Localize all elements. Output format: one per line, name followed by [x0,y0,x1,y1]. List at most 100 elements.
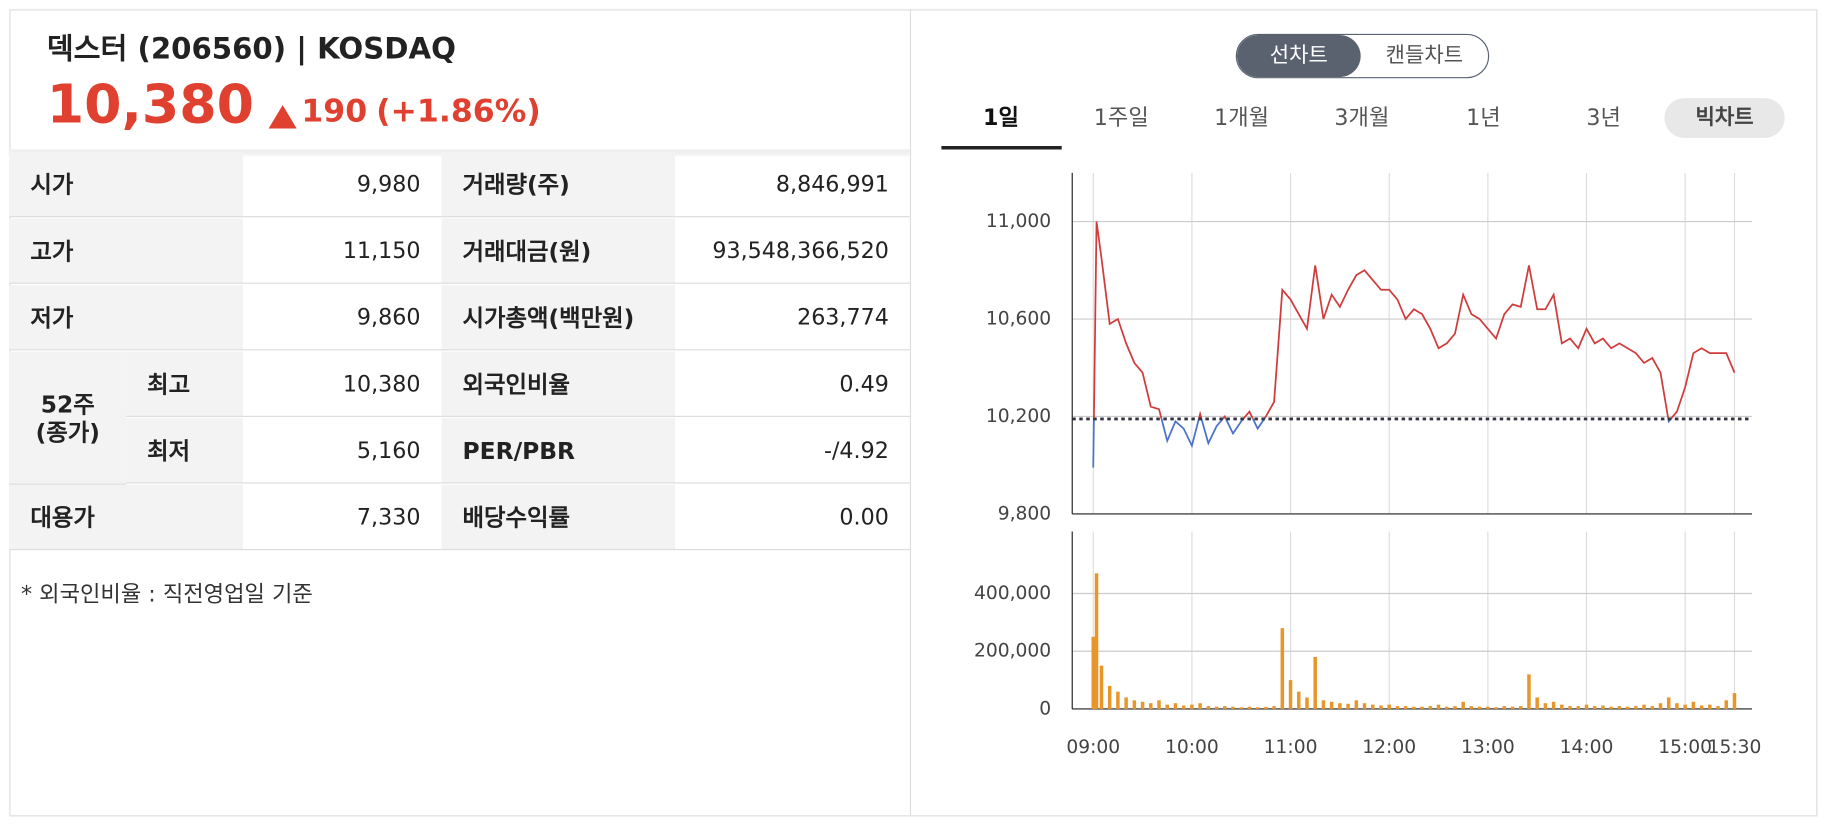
volume-bar [1231,706,1235,709]
note: * 외국인비율 : 직전영업일 기준 [21,581,313,608]
volume-bar [1223,706,1227,709]
header-rule [9,149,910,152]
x-tick-label: 13:00 [1461,737,1515,758]
period-tab[interactable]: 1일 [983,105,1019,131]
stat-value: 9,980 [242,152,442,218]
x-tick-label: 15:30 [1708,737,1762,758]
stat-label: 외국인비율 [441,351,676,417]
volume-bar [1625,706,1630,709]
x-tick-label: 14:00 [1560,737,1614,758]
volume-bar [1576,706,1581,709]
toggle-candle[interactable]: 캔들차트 [1385,43,1464,68]
group-text: 52주 [40,390,95,419]
volume-bar [1658,703,1663,709]
volume-bar [1206,706,1211,709]
toggle-line[interactable]: 선차트 [1236,35,1361,78]
volume-bar [1255,707,1260,709]
volume-bar [1395,706,1400,709]
volume-bar [1239,707,1243,709]
volume-bar [1469,706,1474,709]
y-tick-label: 11,000 [986,211,1051,232]
volume-bar [1157,700,1161,709]
stat-value: 7,330 [242,485,442,551]
stat-value: 5,160 [242,418,442,484]
volume-bar [1716,706,1720,709]
stat-label: 시가 [9,151,243,218]
y-tick-label: 9,800 [998,503,1051,524]
volume-bar [1412,706,1416,709]
stat-group-label: 52주 (종가) [9,351,127,485]
period-tab[interactable]: 3개월 [1334,105,1390,131]
stat-label: 시가총액(백만원) [441,284,676,351]
volume-bar [1634,706,1638,709]
y-tick-label: 200,000 [974,641,1051,662]
volume-bar [1099,665,1104,709]
period-tab[interactable]: 1년 [1466,105,1501,131]
volume-bar [1091,636,1095,709]
volume-bar [1527,674,1531,709]
volume-bar [1568,706,1572,709]
stat-label: 최저 [126,418,243,484]
volume-bar [1683,704,1687,709]
volume-bar [1173,703,1178,709]
up-icon [268,105,297,129]
volume-bar [1543,703,1548,709]
price: 10,380 [46,72,255,136]
stock-name: 덱스터 (206560) | KOSDAQ [46,31,456,66]
chart-toggle: 선차트 캔들차트 [1235,33,1490,79]
price-line-below [1092,418,1672,468]
volume-bar [1642,704,1646,709]
volume-bar [1601,705,1605,709]
volume-bar [1650,706,1655,709]
period-tab[interactable]: 1주일 [1093,105,1149,131]
x-tick-label: 11:00 [1264,737,1318,758]
volume-bar [1247,706,1252,709]
volume-bar [1666,697,1671,709]
bigchart-button[interactable]: 빅차트 [1664,98,1785,138]
volume-bar [1288,680,1293,709]
stat-label: 거래량(주) [441,151,676,218]
volume-bar [1477,706,1482,709]
volume-bar [1297,691,1301,709]
volume-bar [1264,706,1268,709]
volume-bar [1420,706,1424,709]
volume-bar [1699,705,1704,709]
y-tick-label: 400,000 [974,583,1051,604]
period-tab[interactable]: 1개월 [1214,105,1270,131]
volume-bar [1362,703,1367,709]
volume-bar [1502,706,1507,709]
volume-bar [1313,657,1317,709]
volume-bar [1132,700,1137,709]
volume-bar [1691,701,1696,709]
volume-bar [1510,706,1515,709]
stat-value: 11,150 [242,218,442,284]
volume-bar [1444,706,1449,709]
stat-label: PER/PBR [441,418,676,484]
tab-underline [941,146,1062,150]
y-tick-label: 0 [1039,698,1051,719]
change-pct: (+1.86%) [376,93,541,130]
volume-bar [1094,573,1099,709]
x-tick-label: 10:00 [1165,737,1219,758]
volume-bar [1329,701,1334,709]
volume-bar [1107,685,1112,709]
volume-bar [1198,703,1202,709]
change: 190 [301,93,368,130]
volume-bar [1190,704,1194,709]
stat-value: 263,774 [675,285,910,351]
volume-bar [1494,707,1498,709]
volume-bar [1403,706,1408,709]
y-tick-label: 10,200 [986,406,1051,427]
volume-bar [1116,691,1120,709]
stat-value: 10,380 [242,352,442,417]
volume-bar [1486,706,1490,709]
volume-bar [1708,704,1712,709]
period-tab[interactable]: 3년 [1586,105,1621,131]
price-line [1093,221,1736,419]
volume-bar [1321,700,1326,709]
stat-value: 93,548,366,520 [675,218,910,284]
stat-label: 저가 [9,284,243,351]
